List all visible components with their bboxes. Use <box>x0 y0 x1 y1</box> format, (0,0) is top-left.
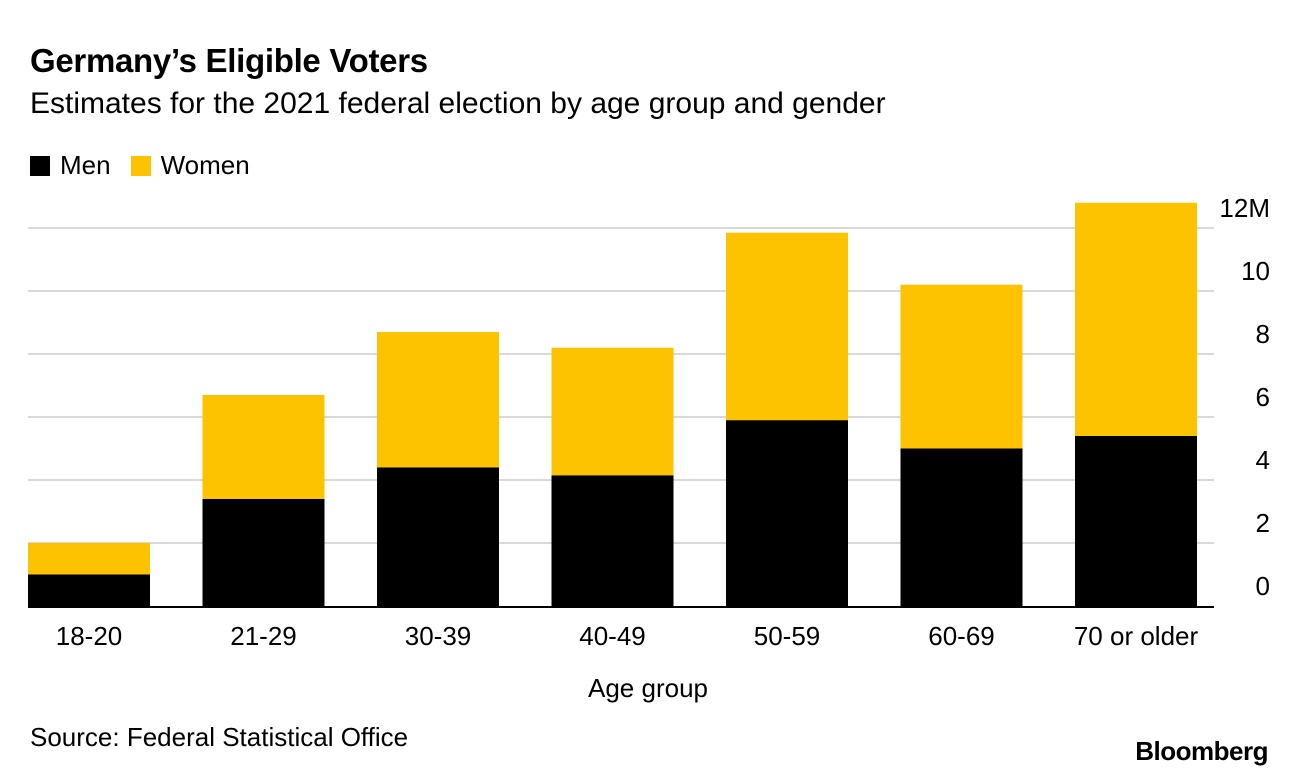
legend-label-men: Men <box>60 150 111 180</box>
y-tick-label: 12M <box>1219 193 1270 223</box>
bar-women-40-49 <box>551 347 674 476</box>
legend-item-women: Women <box>130 150 250 181</box>
x-tick-label: 40-49 <box>579 621 646 651</box>
bar-men-21-29 <box>202 498 325 606</box>
chart-subtitle: Estimates for the 2021 federal election … <box>30 87 886 120</box>
x-tick-label: 60-69 <box>928 621 995 651</box>
chart-title: Germany’s Eligible Voters <box>30 42 428 79</box>
x-tick-label: 21-29 <box>230 621 297 651</box>
bar-women-70-or-older <box>1075 202 1197 436</box>
bar-men-40-49 <box>551 475 674 606</box>
legend-swatch-men <box>30 155 50 176</box>
bar-men-30-39 <box>377 467 499 606</box>
legend-label-women: Women <box>160 150 250 180</box>
y-tick-label: 0 <box>1256 571 1270 601</box>
x-axis-label: Age group <box>588 673 708 703</box>
x-tick-label: 70 or older <box>1074 621 1199 651</box>
bar-women-60-69 <box>900 284 1023 449</box>
y-tick-label: 2 <box>1256 508 1270 538</box>
brand-logo: Bloomberg <box>1135 736 1268 766</box>
x-tick-label: 30-39 <box>405 621 472 651</box>
legend-item-men: Men <box>30 150 111 181</box>
bar-men-60-69 <box>900 448 1023 606</box>
legend: Men Women <box>30 150 270 181</box>
bar-men-70-or-older <box>1075 435 1197 606</box>
y-tick-label: 6 <box>1256 382 1270 412</box>
x-tick-label: 18-20 <box>56 621 123 651</box>
y-tick-label: 10 <box>1241 256 1270 286</box>
y-tick-label: 4 <box>1256 445 1270 475</box>
bar-men-50-59 <box>726 420 848 606</box>
bar-men-18-20 <box>28 574 150 606</box>
bar-women-21-29 <box>202 394 325 499</box>
bar-women-30-39 <box>377 331 499 468</box>
bar-women-18-20 <box>28 543 150 575</box>
legend-swatch-women <box>130 155 151 176</box>
bar-women-50-59 <box>726 232 848 421</box>
source-note: Source: Federal Statistical Office <box>30 722 409 752</box>
x-tick-label: 50-59 <box>754 621 821 651</box>
y-tick-label: 8 <box>1256 319 1270 349</box>
